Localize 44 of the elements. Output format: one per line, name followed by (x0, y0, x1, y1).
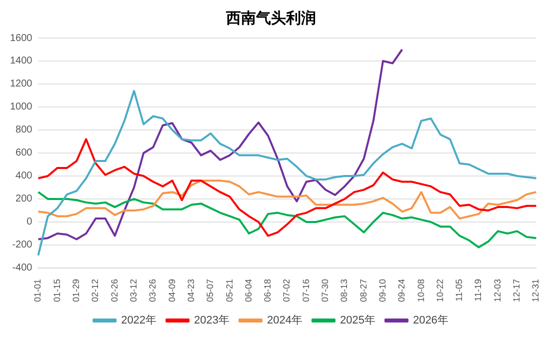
x-tick-label: 11-05 (454, 278, 464, 302)
x-tick-label: 12-17 (512, 278, 522, 302)
x-tick-label: 03-26 (148, 278, 158, 302)
legend-label: 2023年 (194, 314, 230, 327)
x-tick-label: 09-10 (377, 278, 388, 302)
x-tick-label: 07-16 (300, 278, 311, 302)
x-tick-label: 06-04 (243, 278, 254, 302)
x-tick-label: 05-07 (205, 278, 216, 302)
x-tick-label: 02-12 (90, 278, 100, 302)
x-tick-label: 09-24 (396, 278, 407, 302)
y-tick-label: 800 (16, 124, 33, 136)
x-tick-label: 01-29 (71, 278, 82, 302)
x-tick-label: 07-02 (282, 278, 292, 302)
y-tick-label: 1400 (10, 56, 33, 67)
x-tick-label: 12-31 (530, 278, 541, 302)
x-tick-label: 10-22 (434, 278, 445, 302)
x-tick-label: 11-19 (473, 278, 484, 302)
x-tick-label: 01-15 (52, 278, 62, 302)
x-tick-label: 03-12 (128, 278, 138, 302)
legend-label: 2026年 (412, 314, 448, 327)
x-tick-label: 01-01 (32, 278, 43, 302)
x-tick-label: 02-26 (109, 278, 120, 302)
x-tick-label: 07-30 (320, 278, 330, 302)
y-tick-label: 600 (16, 148, 33, 159)
y-tick-label: -200 (12, 240, 33, 251)
x-tick-label: 05-21 (224, 278, 234, 302)
legend-label: 2024年 (267, 314, 302, 327)
x-tick-label: 04-23 (186, 278, 196, 302)
legend-label: 2025年 (340, 314, 376, 327)
chart-title: 西南气头利润 (225, 8, 316, 27)
x-tick-label: 08-27 (358, 278, 368, 302)
x-tick-label: 10-08 (416, 278, 426, 302)
y-tick-label: 1000 (10, 102, 33, 113)
legend-label: 2022年 (121, 314, 157, 327)
x-tick-label: 04-09 (166, 278, 177, 302)
y-tick-label: 1200 (10, 78, 33, 90)
x-tick-label: 06-18 (262, 278, 273, 302)
y-tick-label: 1600 (10, 32, 33, 44)
y-tick-label: 200 (16, 194, 33, 205)
y-tick-label: -400 (12, 262, 33, 274)
x-tick-label: 08-13 (339, 278, 350, 302)
x-tick-label: 12-03 (492, 278, 502, 302)
y-tick-label: 0 (26, 216, 33, 228)
y-tick-label: 400 (16, 170, 33, 182)
